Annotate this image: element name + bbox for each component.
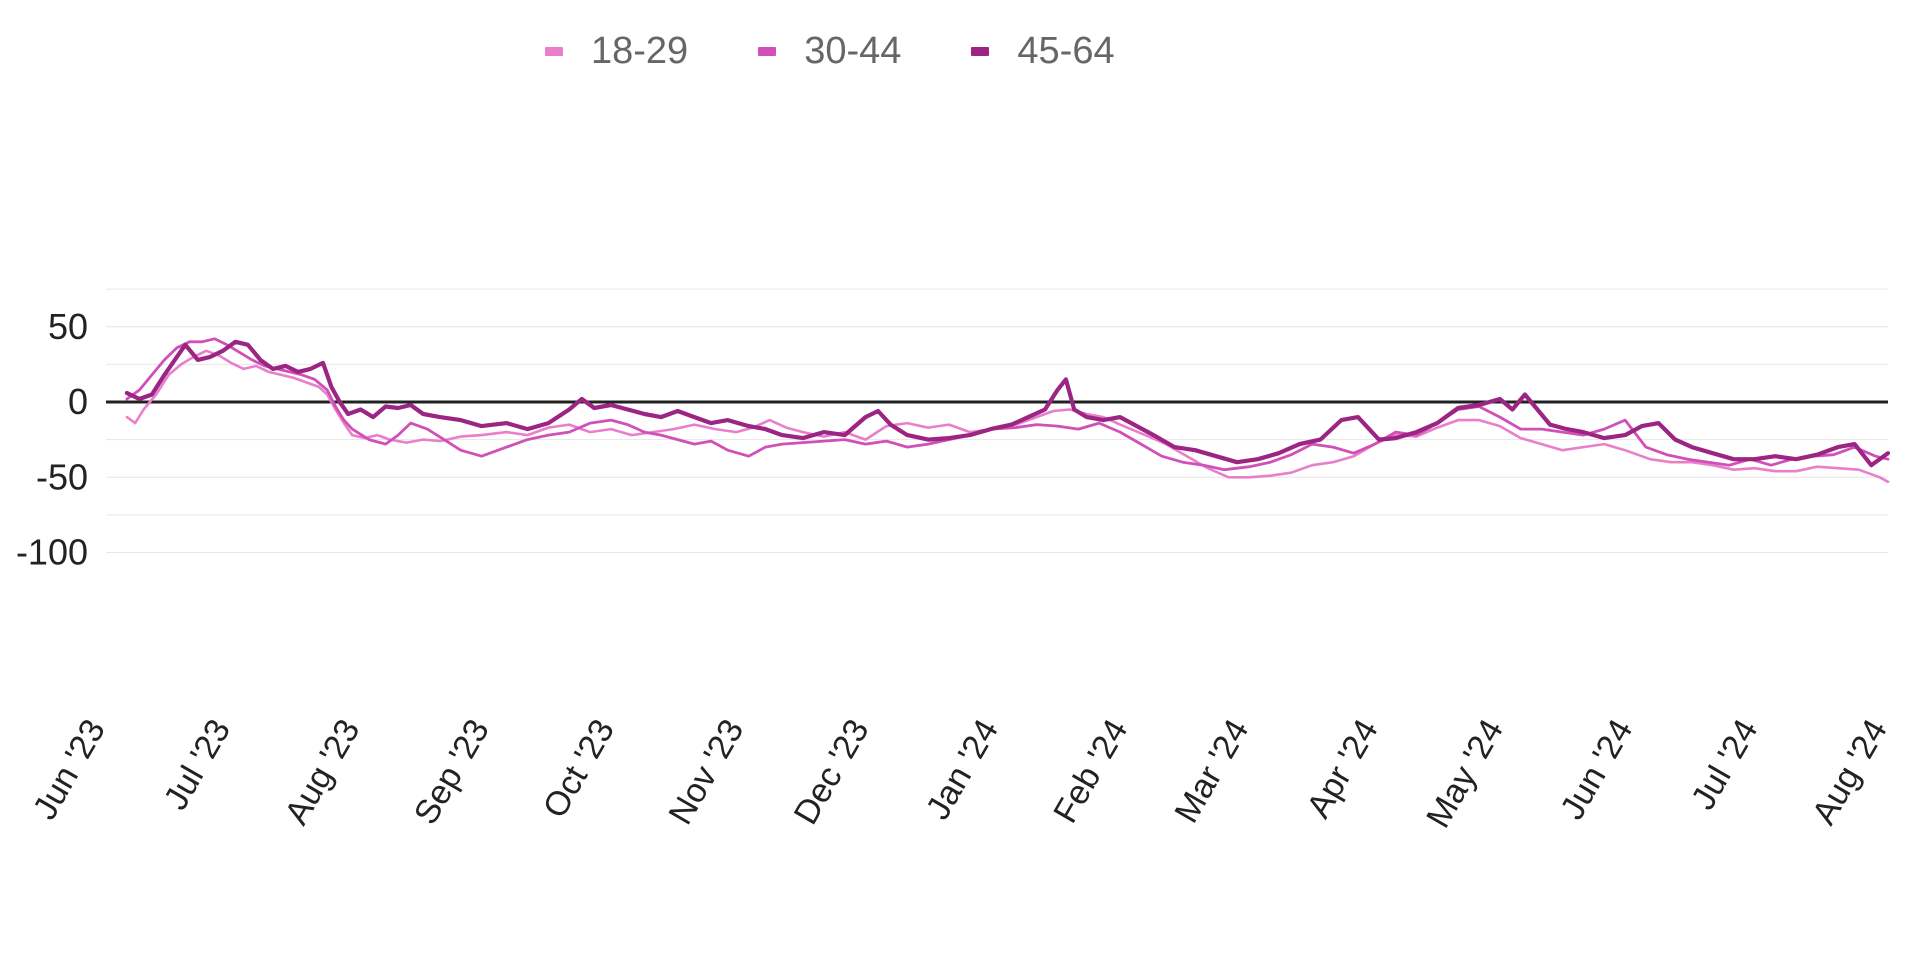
- series-lines: [124, 337, 1891, 484]
- x-tick-label: Jul '23: [157, 713, 239, 816]
- x-tick-label: Apr '24: [1300, 713, 1386, 824]
- gridlines: [106, 288, 1888, 553]
- x-tick-label: Jun '23: [26, 713, 113, 826]
- legend-label-18-29: 18-29: [591, 30, 689, 72]
- x-tick-label: Dec '23: [787, 713, 877, 831]
- series-line-18-29: [125, 349, 1890, 484]
- x-tick-label: Aug '24: [1805, 713, 1895, 831]
- legend-swatch-45-64: [971, 47, 990, 56]
- x-tick-label: Jun '24: [1553, 713, 1640, 826]
- x-axis-ticks: Jun '23 Jul '23 Aug '23 Sep '23 Oct '23 Nov '…: [26, 713, 1895, 834]
- y-tick-label: 50: [48, 306, 88, 347]
- series-line-30-44: [125, 337, 1890, 472]
- x-tick-label: May '24: [1419, 713, 1511, 834]
- y-tick-label: -50: [36, 456, 88, 497]
- legend-label-30-44: 30-44: [804, 30, 902, 72]
- legend-item-45-64[interactable]: 45-64: [971, 30, 1115, 73]
- legend-label-45-64: 45-64: [1017, 30, 1115, 72]
- x-tick-label: Aug '23: [277, 713, 367, 831]
- x-tick-label: Jul '24: [1684, 713, 1766, 816]
- legend: 18-29 30-44 45-64: [545, 30, 1115, 73]
- legend-item-30-44[interactable]: 30-44: [758, 30, 901, 73]
- y-axis-ticks: 50 0 -50 -100: [16, 306, 88, 573]
- legend-item-18-29[interactable]: 18-29: [545, 30, 688, 73]
- legend-swatch-18-29: [545, 47, 563, 56]
- y-tick-label: 0: [68, 381, 88, 422]
- x-tick-label: Jan '24: [919, 713, 1006, 826]
- x-tick-label: Sep '23: [407, 713, 497, 831]
- x-tick-label: Feb '24: [1046, 713, 1135, 829]
- series-line-45-64: [124, 339, 1891, 468]
- x-tick-label: Mar '24: [1167, 713, 1256, 829]
- x-tick-label: Nov '23: [661, 713, 751, 831]
- legend-swatch-30-44: [758, 47, 777, 56]
- y-tick-label: -100: [16, 532, 88, 573]
- x-tick-label: Oct '23: [536, 713, 622, 824]
